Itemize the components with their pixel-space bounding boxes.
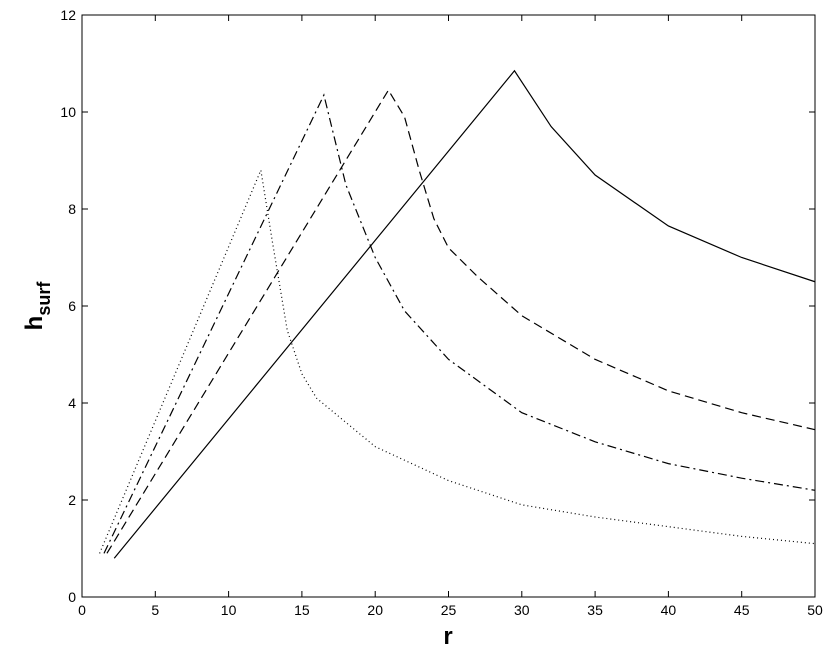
y-tick-label: 2 <box>68 492 76 508</box>
x-tick-label: 50 <box>807 602 823 618</box>
x-tick-label: 40 <box>661 602 677 618</box>
y-tick-label: 6 <box>68 298 76 314</box>
x-tick-label: 0 <box>78 602 86 618</box>
x-tick-label: 15 <box>294 602 310 618</box>
x-axis-label: r <box>443 623 452 650</box>
x-tick-label: 20 <box>367 602 383 618</box>
x-tick-label: 10 <box>221 602 237 618</box>
x-tick-label: 5 <box>151 602 159 618</box>
x-tick-label: 35 <box>587 602 603 618</box>
y-tick-label: 12 <box>60 7 76 23</box>
y-tick-label: 0 <box>68 589 76 605</box>
y-axis-label: hsurf <box>21 281 54 331</box>
x-tick-label: 30 <box>514 602 530 618</box>
plot-frame <box>81 14 816 598</box>
line-series <box>103 93 816 554</box>
line-series <box>99 168 816 554</box>
x-tick-label: 45 <box>734 602 750 618</box>
y-tick-label: 10 <box>60 104 76 120</box>
y-axis-label-base: h <box>21 316 48 331</box>
y-tick-label: 8 <box>68 201 76 217</box>
line-series <box>113 69 816 559</box>
x-tick-label: 25 <box>441 602 457 618</box>
y-tick-label: 4 <box>68 395 76 411</box>
line-series <box>106 89 816 554</box>
y-axis-label-subscript: surf <box>34 281 54 316</box>
